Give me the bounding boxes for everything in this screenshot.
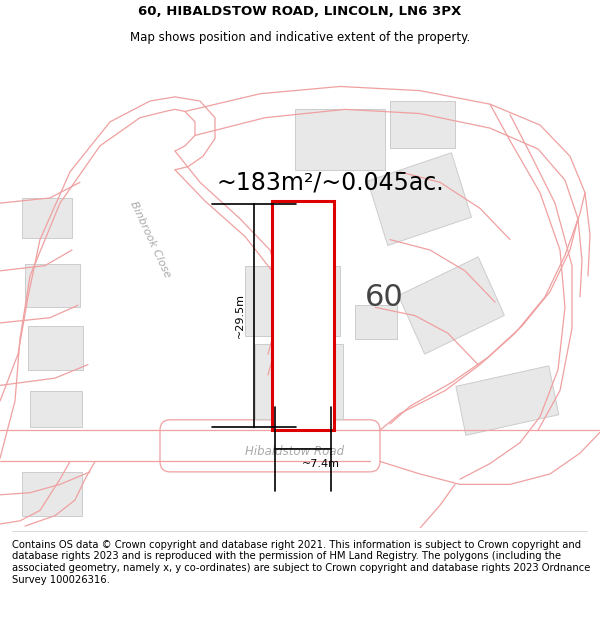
Text: 60: 60 bbox=[365, 282, 403, 312]
Bar bbox=[22, 472, 82, 516]
Bar bbox=[368, 152, 472, 246]
Bar bbox=[390, 101, 455, 148]
Bar bbox=[30, 391, 82, 427]
Text: Contains OS data © Crown copyright and database right 2021. This information is : Contains OS data © Crown copyright and d… bbox=[12, 540, 590, 584]
Bar bbox=[456, 366, 559, 435]
Bar bbox=[22, 198, 72, 238]
Bar bbox=[28, 326, 83, 370]
Text: ~183m²/~0.045ac.: ~183m²/~0.045ac. bbox=[216, 170, 444, 194]
Text: Hibaldstow Road: Hibaldstow Road bbox=[245, 444, 344, 458]
Text: 60, HIBALDSTOW ROAD, LINCOLN, LN6 3PX: 60, HIBALDSTOW ROAD, LINCOLN, LN6 3PX bbox=[139, 5, 461, 18]
Bar bbox=[245, 266, 340, 336]
Bar bbox=[398, 257, 505, 354]
Bar bbox=[25, 264, 80, 308]
Bar bbox=[272, 201, 334, 430]
FancyBboxPatch shape bbox=[160, 420, 380, 472]
Bar bbox=[295, 109, 385, 170]
Text: ~7.4m: ~7.4m bbox=[302, 459, 340, 469]
Bar bbox=[255, 344, 343, 419]
Text: Binbrook Close: Binbrook Close bbox=[128, 200, 172, 279]
Text: Map shows position and indicative extent of the property.: Map shows position and indicative extent… bbox=[130, 31, 470, 44]
Text: ~29.5m: ~29.5m bbox=[235, 293, 245, 338]
Bar bbox=[355, 305, 397, 339]
